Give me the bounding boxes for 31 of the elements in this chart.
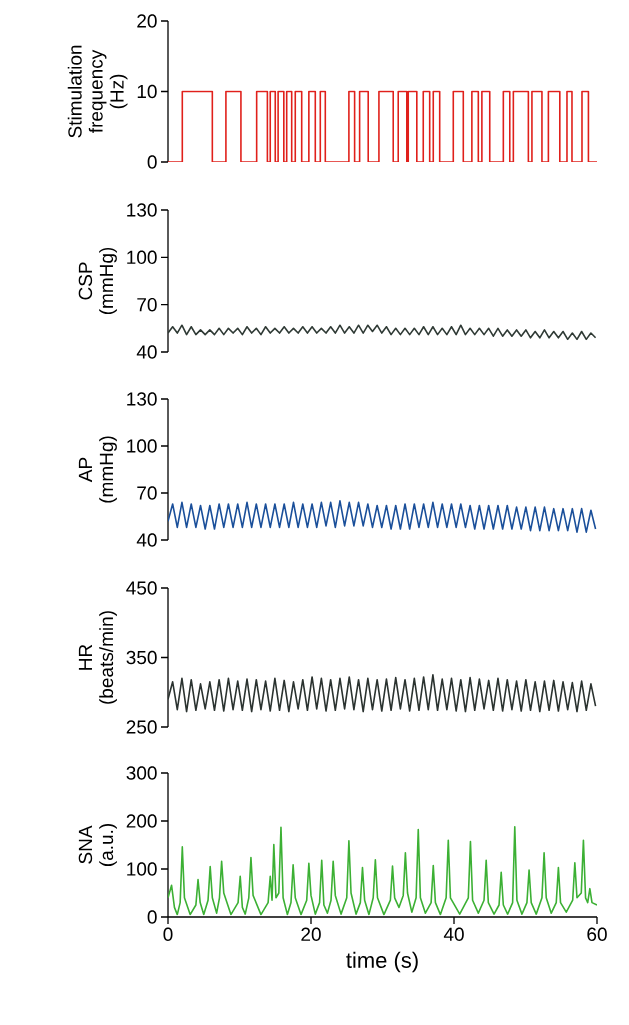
y-tick-label: 20 <box>137 14 157 28</box>
y-axis-title: CSP (mmHg) <box>78 247 117 315</box>
x-axis-title: time (s) <box>346 951 418 973</box>
y-axis-title: SNA (a.u.) <box>78 824 117 866</box>
y-tick-label: 100 <box>127 862 157 876</box>
y-tick-label: 200 <box>126 814 157 828</box>
y-tick-label: 130 <box>127 392 157 406</box>
y-tick-label: 300 <box>126 766 157 780</box>
y-tick-label: 0 <box>147 155 157 169</box>
y-tick-label: 450 <box>126 581 157 595</box>
y-tick-label: 130 <box>127 203 157 217</box>
x-tick-label: 0 <box>163 927 173 941</box>
y-tick-label: 70 <box>137 297 157 312</box>
y-tick-label: 40 <box>136 345 157 359</box>
line-series <box>168 674 597 713</box>
line-series <box>168 500 597 533</box>
x-tick-label: 20 <box>301 927 321 941</box>
y-tick-label: 350 <box>126 650 157 665</box>
x-tick-label: 40 <box>443 927 464 941</box>
y-axis-title: AP (mmHg) <box>78 436 117 503</box>
line-series <box>168 324 597 341</box>
y-tick-label: 0 <box>147 910 157 924</box>
x-tick-label: 60 <box>587 927 607 941</box>
y-axis-title: Stimulation frequency (Hz) <box>67 45 128 138</box>
y-tick-label: 250 <box>126 720 157 734</box>
y-tick-label: 40 <box>136 533 157 547</box>
y-axis-title: HR (beats/min) <box>78 611 117 704</box>
y-tick-label: 100 <box>127 250 157 265</box>
y-tick-label: 70 <box>137 486 157 500</box>
y-tick-label: 100 <box>127 439 157 453</box>
y-tick-label: 10 <box>137 84 157 99</box>
